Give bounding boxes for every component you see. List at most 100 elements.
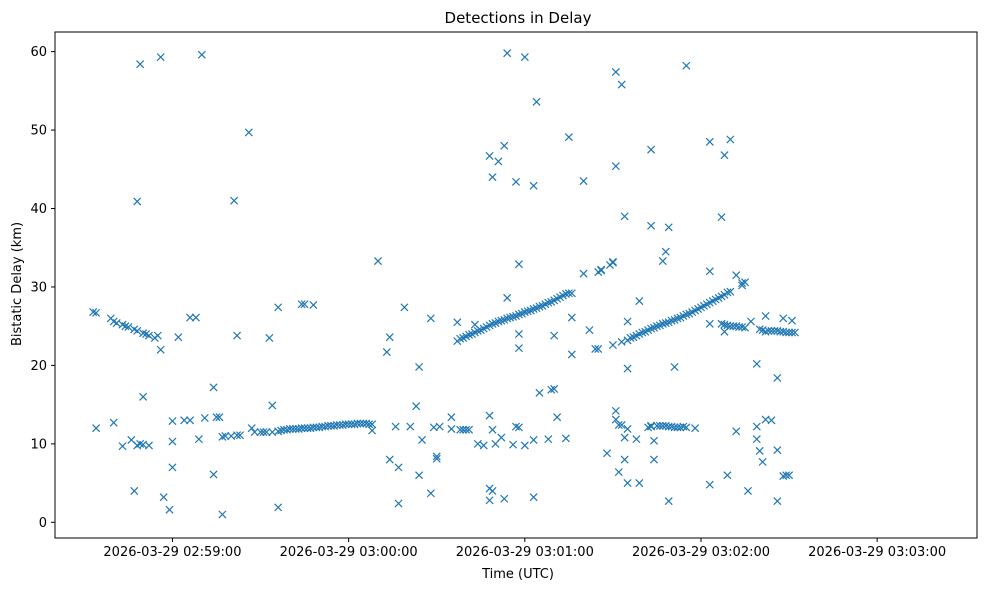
data-point: [500, 141, 509, 150]
data-point: [611, 67, 620, 77]
data-point: [168, 437, 177, 446]
data-point: [92, 424, 101, 433]
data-point: [608, 340, 617, 350]
data-point: [215, 413, 224, 422]
data-point: [288, 424, 297, 433]
data-point: [520, 53, 529, 62]
data-point: [564, 133, 573, 142]
data-point: [494, 317, 503, 326]
data-point: [136, 60, 145, 69]
data-point: [473, 326, 482, 335]
data-point: [661, 319, 670, 328]
data-point: [514, 344, 523, 353]
data-point: [168, 417, 177, 426]
data-point: [579, 269, 588, 278]
data-point: [773, 373, 782, 382]
data-point: [233, 431, 242, 440]
data-point: [368, 420, 377, 429]
data-point: [209, 383, 218, 392]
data-point: [136, 439, 145, 448]
data-point: [353, 419, 362, 428]
data-point: [133, 197, 142, 206]
data-point: [494, 157, 503, 166]
x-tick-label: 2026-03-29 03:03:00: [808, 545, 946, 560]
data-point: [412, 402, 421, 411]
data-point: [153, 331, 162, 340]
data-point: [485, 496, 494, 505]
data-point: [514, 310, 523, 319]
x-tick-label: 2026-03-29 02:59:00: [103, 545, 241, 560]
data-point: [447, 424, 456, 433]
x-tick-label: 2026-03-29 03:01:00: [456, 545, 594, 560]
data-point: [250, 428, 259, 437]
data-point: [550, 331, 559, 340]
data-point: [746, 317, 755, 326]
y-tick-label: 20: [30, 359, 47, 374]
data-point: [506, 313, 515, 322]
data-point: [626, 333, 635, 342]
data-point: [382, 348, 391, 357]
data-point: [186, 313, 195, 322]
data-point: [265, 333, 274, 342]
data-point: [509, 312, 518, 321]
data-point: [394, 499, 403, 508]
data-point: [174, 333, 183, 342]
data-point: [432, 454, 441, 463]
data-point: [497, 433, 506, 442]
data-point: [758, 457, 767, 466]
data-point: [511, 177, 521, 186]
data-point: [647, 324, 656, 333]
data-point: [244, 128, 253, 137]
data-point: [544, 298, 553, 307]
data-point: [632, 435, 641, 444]
data-point: [608, 257, 617, 266]
data-point: [658, 257, 667, 266]
data-point: [356, 419, 365, 428]
data-point: [567, 289, 576, 298]
y-axis: 0 10 20 30 40 50 60: [30, 45, 55, 531]
data-point: [635, 479, 644, 488]
x-axis-title: Time (UTC): [481, 567, 554, 582]
data-point: [297, 424, 306, 433]
data-point: [567, 350, 576, 359]
data-point: [547, 385, 556, 394]
data-point: [197, 50, 206, 59]
data-point: [623, 317, 632, 326]
data-point: [723, 471, 732, 480]
data-point: [723, 288, 732, 297]
data-point: [300, 424, 309, 433]
data-point: [620, 455, 629, 464]
data-point: [259, 428, 268, 437]
data-point: [647, 145, 656, 154]
data-point: [200, 413, 209, 422]
data-point: [544, 435, 553, 444]
data-point: [488, 486, 497, 495]
data-point: [649, 455, 659, 464]
data-point: [344, 420, 353, 429]
data-point: [415, 471, 424, 480]
data-point: [591, 344, 600, 353]
data-point: [682, 423, 691, 432]
data-point: [491, 439, 500, 448]
data-point: [767, 326, 776, 335]
data-point: [456, 334, 465, 343]
data-point: [787, 328, 797, 337]
data-point: [165, 505, 174, 514]
data-point: [112, 319, 121, 328]
data-point: [679, 422, 688, 431]
data-point: [385, 455, 394, 464]
data-point: [485, 151, 494, 160]
data-point: [432, 452, 441, 461]
data-point: [159, 493, 168, 502]
data-point: [564, 289, 573, 298]
data-point: [658, 319, 667, 328]
data-point: [191, 313, 200, 322]
data-point: [365, 420, 374, 429]
data-point: [726, 135, 735, 144]
data-point: [623, 424, 632, 433]
data-point: [614, 468, 623, 477]
data-point: [732, 271, 741, 280]
data-point: [617, 337, 626, 346]
data-point: [620, 433, 629, 442]
